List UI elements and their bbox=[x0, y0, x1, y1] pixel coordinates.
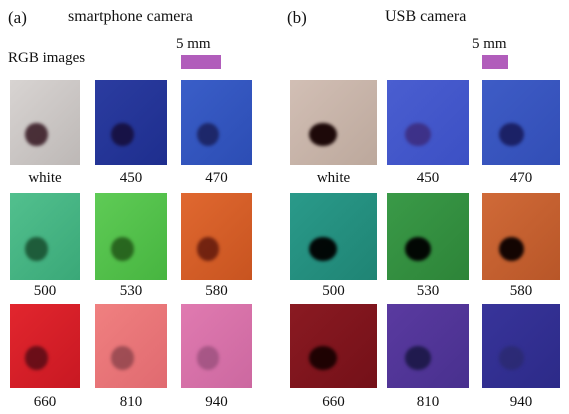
lesion bbox=[405, 237, 431, 261]
tile-label: white bbox=[290, 170, 377, 187]
panel-title: smartphone camera bbox=[68, 8, 193, 26]
lesion bbox=[25, 123, 47, 147]
lesion bbox=[309, 346, 337, 370]
image-tile bbox=[387, 304, 469, 388]
lesion bbox=[25, 237, 47, 261]
image-tile bbox=[10, 193, 80, 280]
lesion bbox=[309, 237, 337, 261]
lesion bbox=[111, 346, 134, 370]
tile-label: 500 bbox=[290, 283, 377, 300]
panel-subtitle: RGB images bbox=[8, 50, 85, 67]
scale-bar bbox=[482, 55, 508, 69]
lesion bbox=[405, 123, 431, 147]
image-tile bbox=[290, 304, 377, 388]
tile-label: 580 bbox=[181, 283, 252, 300]
tile-label: 940 bbox=[482, 394, 560, 411]
panel-label: (b) bbox=[287, 8, 307, 28]
tile-label: 810 bbox=[95, 394, 167, 411]
image-tile bbox=[290, 80, 377, 165]
image-tile bbox=[482, 193, 560, 280]
lesion bbox=[499, 237, 524, 261]
image-tile bbox=[181, 304, 252, 388]
lesion bbox=[309, 123, 337, 147]
image-tile bbox=[482, 304, 560, 388]
scale-bar-label: 5 mm bbox=[176, 36, 211, 53]
lesion bbox=[111, 237, 134, 261]
tile-label: 500 bbox=[10, 283, 80, 300]
image-tile bbox=[10, 80, 80, 165]
tile-label: 530 bbox=[95, 283, 167, 300]
image-tile bbox=[387, 80, 469, 165]
tile-label: 660 bbox=[10, 394, 80, 411]
image-tile bbox=[95, 304, 167, 388]
tile-label: 470 bbox=[482, 170, 560, 187]
scale-bar bbox=[181, 55, 221, 69]
lesion bbox=[499, 123, 524, 147]
lesion bbox=[197, 346, 220, 370]
image-tile bbox=[95, 193, 167, 280]
tile-label: 660 bbox=[290, 394, 377, 411]
panel-title: USB camera bbox=[385, 8, 466, 26]
image-tile bbox=[181, 80, 252, 165]
image-tile bbox=[482, 80, 560, 165]
tile-label: 940 bbox=[181, 394, 252, 411]
tile-label: white bbox=[10, 170, 80, 187]
lesion bbox=[111, 123, 134, 147]
lesion bbox=[405, 346, 431, 370]
figure: (a) smartphone camera RGB images 5 mm white 4… bbox=[0, 0, 569, 414]
tile-label: 450 bbox=[387, 170, 469, 187]
lesion bbox=[499, 346, 524, 370]
panel-label: (a) bbox=[8, 8, 27, 28]
lesion bbox=[197, 237, 220, 261]
image-tile bbox=[95, 80, 167, 165]
image-tile bbox=[181, 193, 252, 280]
tile-label: 810 bbox=[387, 394, 469, 411]
image-tile bbox=[10, 304, 80, 388]
lesion bbox=[197, 123, 220, 147]
tile-label: 580 bbox=[482, 283, 560, 300]
tile-label: 530 bbox=[387, 283, 469, 300]
tile-label: 450 bbox=[95, 170, 167, 187]
tile-label: 470 bbox=[181, 170, 252, 187]
image-tile bbox=[387, 193, 469, 280]
image-tile bbox=[290, 193, 377, 280]
lesion bbox=[25, 346, 47, 370]
scale-bar-label: 5 mm bbox=[472, 36, 507, 53]
